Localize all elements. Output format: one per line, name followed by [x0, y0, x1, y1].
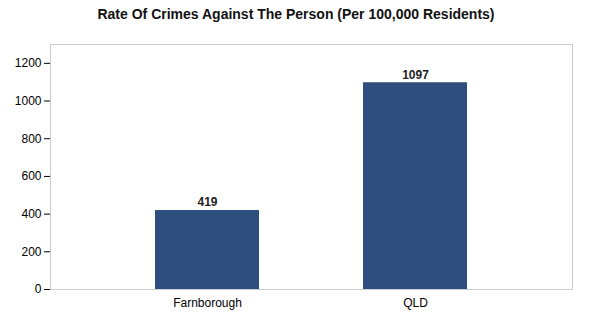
- svg-text:419: 419: [197, 195, 217, 209]
- svg-text:1097: 1097: [402, 68, 429, 82]
- html-text:Rate Of Crimes Against The Per: Rate Of Crimes Against The Person (Per 1…: [97, 6, 495, 22]
- svg-text:0: 0: [35, 282, 42, 296]
- svg-text:800: 800: [21, 132, 41, 146]
- svg-text:400: 400: [21, 207, 41, 221]
- svg-text:200: 200: [21, 245, 41, 259]
- svg-text:1000: 1000: [15, 94, 42, 108]
- svg-text:Farnborough: Farnborough: [173, 296, 242, 310]
- svg-text:600: 600: [21, 169, 41, 183]
- svg-text:QLD: QLD: [403, 296, 428, 310]
- svg-text:1200: 1200: [15, 56, 42, 70]
